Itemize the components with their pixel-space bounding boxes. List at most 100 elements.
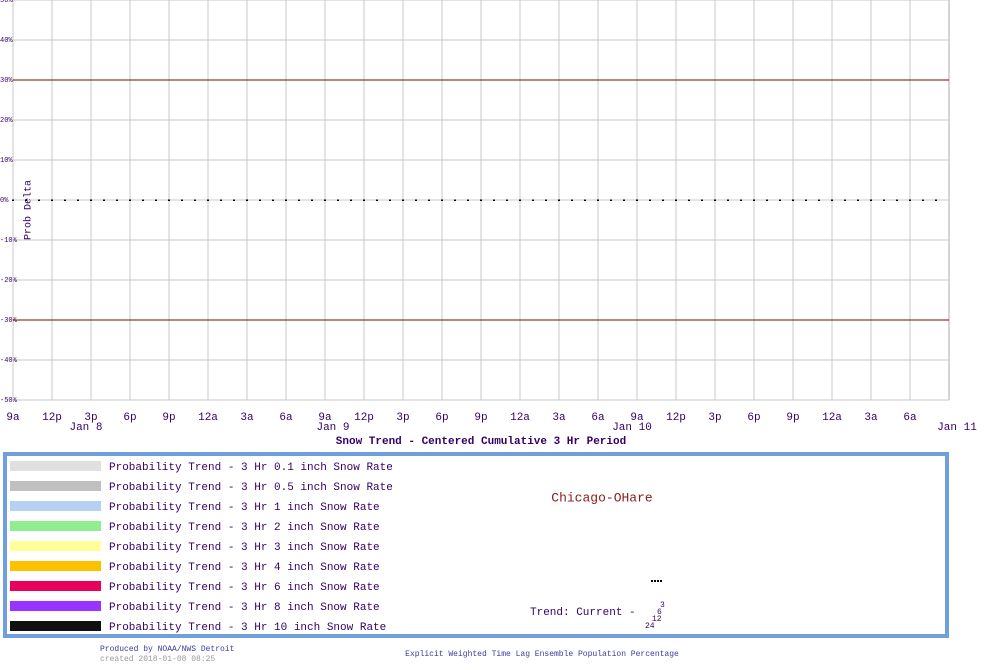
trend-point (883, 199, 885, 201)
trend-point (779, 199, 781, 201)
trend-point (181, 199, 183, 201)
legend-box (3, 452, 949, 638)
trend-point (727, 199, 729, 201)
trend-point (870, 199, 872, 201)
trend-point (909, 199, 911, 201)
trend-point (675, 199, 677, 201)
trend-point (584, 199, 586, 201)
trend-point (38, 199, 40, 201)
x-tick-label: 6p (435, 412, 448, 424)
footer-note: Explicit Weighted Time Lag Ensemble Popu… (405, 650, 679, 659)
trend-point (506, 199, 508, 201)
y-tick-label: 10% (0, 157, 13, 165)
x-tick-label: 3p (396, 412, 409, 424)
trend-point (142, 199, 144, 201)
legend-label: Probability Trend - 3 Hr 4 inch Snow Rat… (109, 562, 380, 574)
trend-point (246, 199, 248, 201)
chart-title: Snow Trend - Centered Cumulative 3 Hr Pe… (336, 436, 626, 448)
legend-swatch (10, 521, 101, 531)
x-tick-label: 6p (123, 412, 136, 424)
trend-point (233, 199, 235, 201)
trend-point (532, 199, 534, 201)
trend-point (467, 199, 469, 201)
trend-point (103, 199, 105, 201)
legend-swatch (10, 501, 101, 511)
trend-point (636, 199, 638, 201)
trend-point (714, 199, 716, 201)
trend-point (740, 199, 742, 201)
x-tick-label: 6a (903, 412, 917, 424)
trend-period: 6 (657, 608, 662, 617)
x-tick-label: 9p (162, 412, 175, 424)
trend-point (623, 199, 625, 201)
trend-point (649, 199, 651, 201)
trend-point (792, 199, 794, 201)
trend-point (571, 199, 573, 201)
trend-point (259, 199, 261, 201)
trend-point (363, 199, 365, 201)
legend-swatch (10, 561, 101, 571)
trend-point (311, 199, 313, 201)
legend-swatch (10, 461, 101, 471)
y-tick-label: 0% (0, 197, 9, 205)
trend-point (337, 199, 339, 201)
x-tick-label: 12p (354, 412, 374, 424)
y-tick-label: -20% (0, 277, 18, 285)
trend-point (753, 199, 755, 201)
x-tick-label: 12a (198, 412, 218, 424)
date-label: Jan 9 (316, 422, 349, 434)
location-label: Chicago-OHare (551, 490, 652, 505)
trend-point (805, 199, 807, 201)
trend-point (376, 199, 378, 201)
trend-point (922, 199, 924, 201)
trend-point (766, 199, 768, 201)
trend-point (428, 199, 430, 201)
legend-label: Probability Trend - 3 Hr 0.5 inch Snow R… (109, 482, 393, 494)
x-tick-label: 12a (510, 412, 530, 424)
x-tick-label: 3a (864, 412, 878, 424)
legend-label: Probability Trend - 3 Hr 0.1 inch Snow R… (109, 462, 393, 474)
trend-point (90, 199, 92, 201)
trend-point (519, 199, 521, 201)
x-tick-label: 3p (84, 412, 97, 424)
legend-label: Probability Trend - 3 Hr 1 inch Snow Rat… (109, 502, 380, 514)
trend-point (597, 199, 599, 201)
y-tick-label: 20% (0, 117, 13, 125)
y-tick-label: -10% (0, 237, 18, 245)
x-tick-label: 6a (279, 412, 293, 424)
trend-point (831, 199, 833, 201)
legend-label: Probability Trend - 3 Hr 10 inch Snow Ra… (109, 622, 386, 634)
date-label: Jan 8 (69, 422, 102, 434)
y-tick-label: 30% (0, 77, 13, 85)
y-axis-label: Prob Delta (23, 180, 35, 240)
trend-point (844, 199, 846, 201)
x-tick-label: 12a (822, 412, 842, 424)
trend-point (298, 199, 300, 201)
trend-point (454, 199, 456, 201)
trend-point (818, 199, 820, 201)
trend-point (64, 199, 66, 201)
trend-point (116, 199, 118, 201)
trend-point (688, 199, 690, 201)
legend-swatch (10, 621, 101, 631)
trend-point (610, 199, 612, 201)
x-tick-label: 12p (666, 412, 686, 424)
x-tick-label: 9p (474, 412, 487, 424)
trend-point (857, 199, 859, 201)
trend-point (350, 199, 352, 201)
legend-swatch (10, 541, 101, 551)
x-tick-label: 3p (708, 412, 721, 424)
trend-point (155, 199, 157, 201)
trend-point (207, 199, 209, 201)
legend-label: Probability Trend - 3 Hr 6 inch Snow Rat… (109, 582, 380, 594)
trend-point (545, 199, 547, 201)
x-tick-label: 9a (6, 412, 20, 424)
legend-label: Probability Trend - 3 Hr 2 inch Snow Rat… (109, 522, 380, 534)
trend-point (324, 199, 326, 201)
x-tick-label: 3a (552, 412, 566, 424)
trend-point (129, 199, 131, 201)
x-tick-label: 6a (591, 412, 605, 424)
date-label: Jan 11 (937, 422, 977, 434)
trend-point (558, 199, 560, 201)
y-tick-label: 50% (0, 0, 13, 5)
